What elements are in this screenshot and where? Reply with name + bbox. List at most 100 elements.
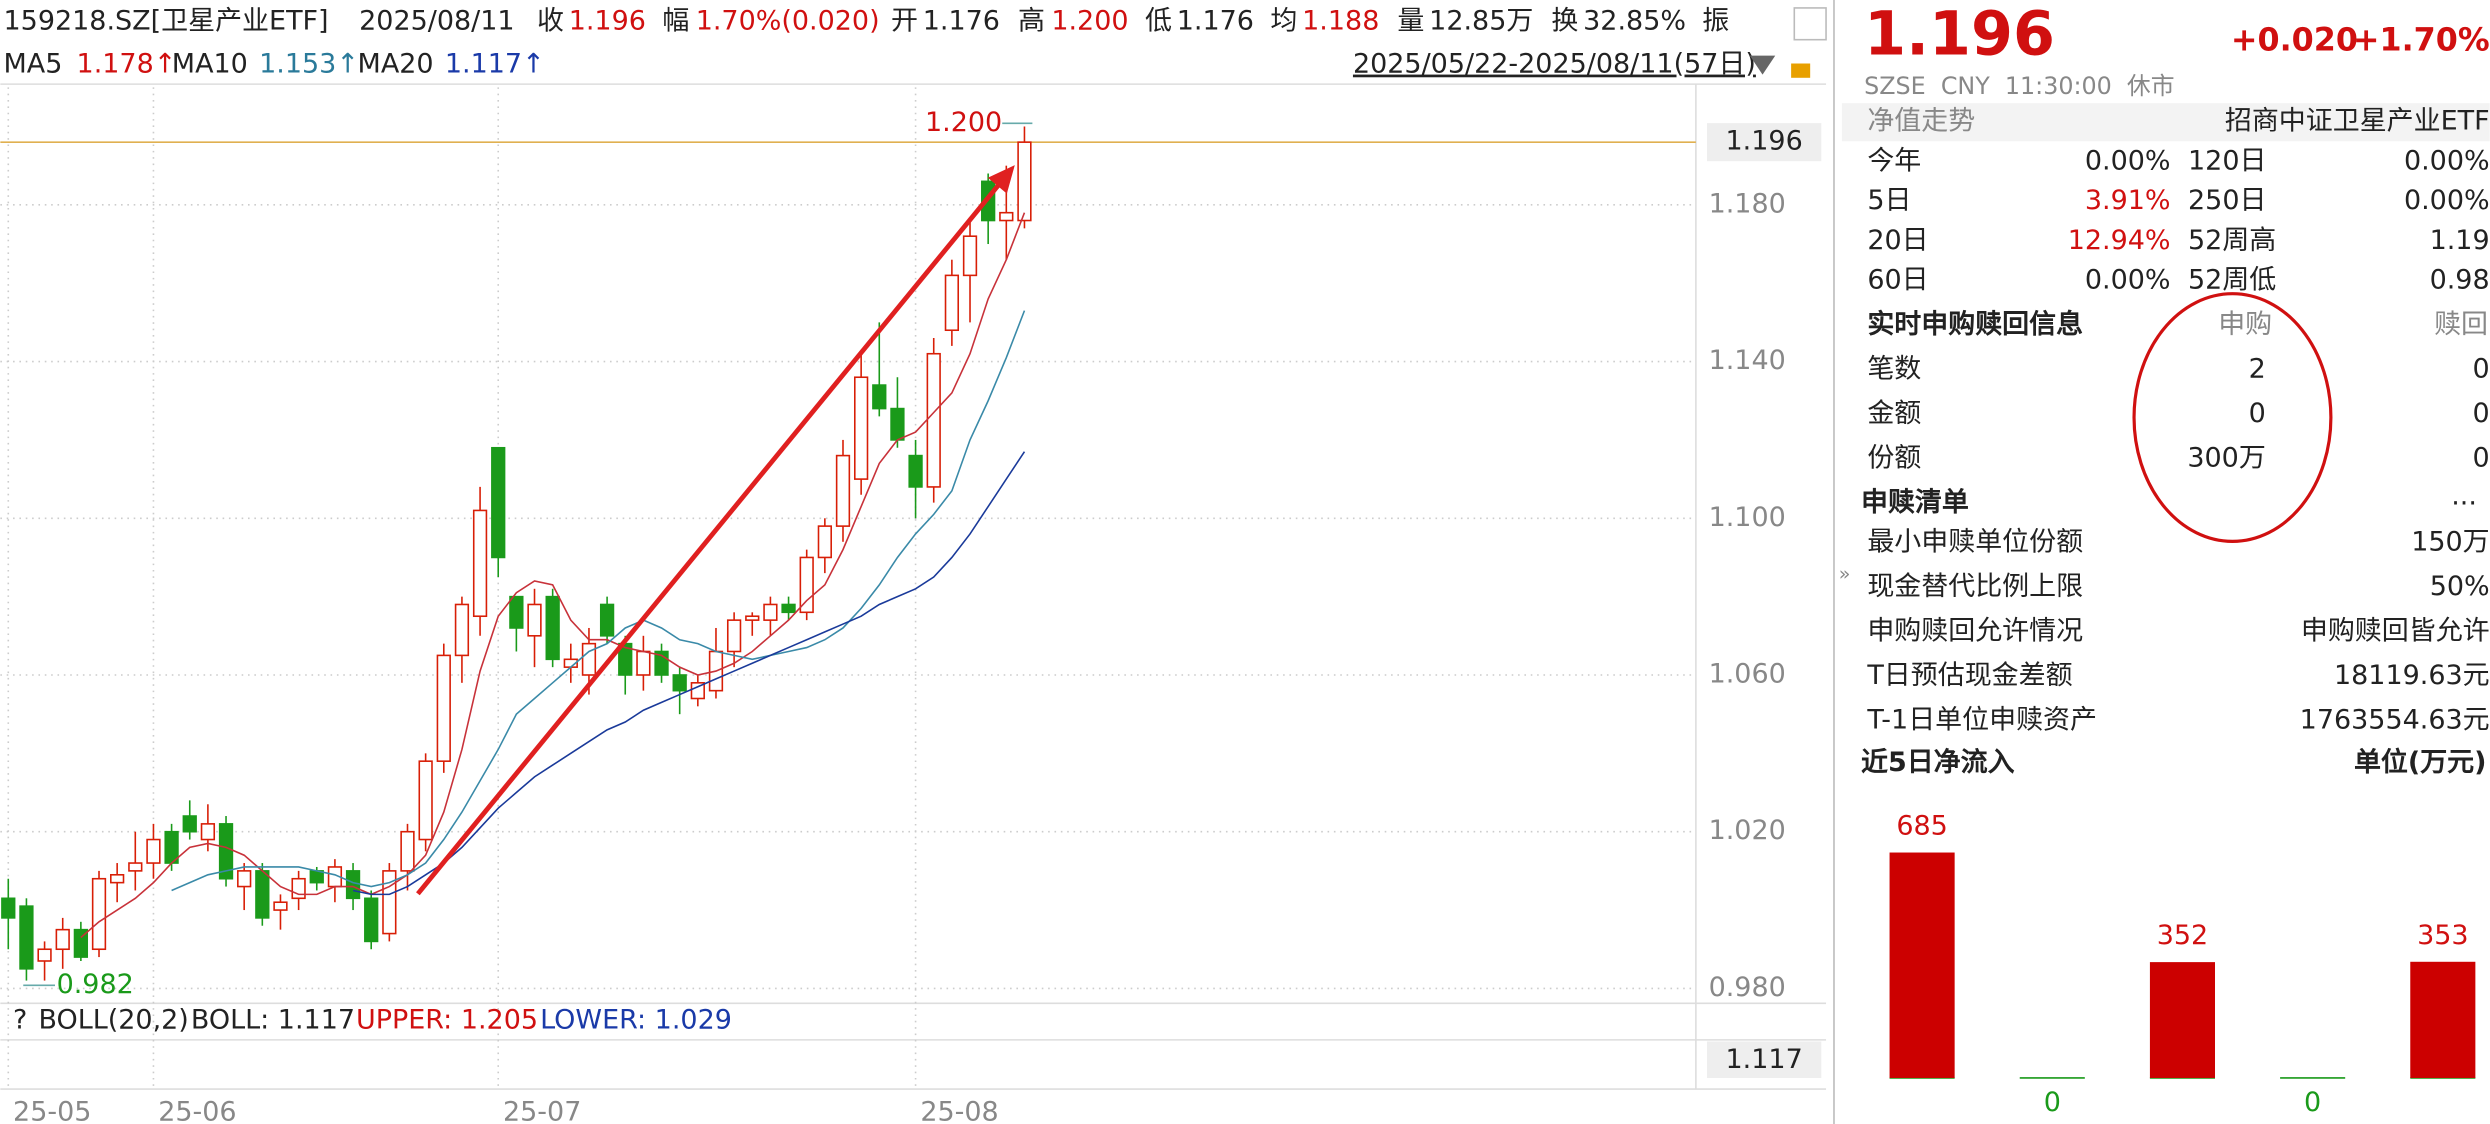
ma-line [80,212,1026,939]
candle-body [1,897,16,919]
return: 0.00% [2404,185,2490,216]
candle-body [581,642,597,676]
nav-title[interactable]: 净值走势 [1867,106,1975,137]
list-more[interactable]: ... [2451,480,2477,511]
candle-body [382,870,397,935]
period: 60日 [1867,265,1928,296]
bar-title: 近5日净流入 [1861,747,2015,778]
y-tick-label: 0.980 [1709,972,1786,1003]
sub-label: 笔数 [1867,353,1921,384]
price: 1.196 [1864,0,2055,70]
candle-body [999,211,1014,222]
ma-line [171,310,1026,892]
list-label: 申购赎回允许情况 [1867,615,2083,646]
return: 0.00% [2085,145,2171,176]
date-range[interactable]: 2025/05/22-2025/08/11(57日) [1353,49,1756,80]
candle-body [436,654,451,762]
date: 2025/08/11 [359,6,514,37]
price-tag [1706,123,1822,162]
high-label: 1.200 [925,107,1002,138]
return: 3.91% [2085,185,2171,216]
ma-value: 1.153↑ [259,49,359,80]
period: 250日 [2188,185,2266,216]
field-value: 1.70%(0.020) [696,6,880,37]
candle-body [872,384,887,410]
sub-label: 金额 [1867,398,1921,429]
sub-label: 份额 [1867,442,1921,473]
sub-value: 0 [2472,398,2489,429]
candle-body [690,682,705,700]
field-label: 高 [1018,6,1045,37]
bar [1889,852,1955,1078]
list-value: 18119.63元 [2334,660,2490,691]
candle-body [726,619,742,653]
bar [2410,961,2476,1078]
boll-tag-text: 1.117 [1726,1044,1803,1075]
y-tick-label: 1.180 [1709,188,1786,219]
candle-body [509,595,524,629]
candle-body [908,454,923,488]
sub-value: 0 [2472,442,2489,473]
list-value: 150万 [2411,526,2489,557]
candle-body [472,509,488,618]
candle-body [763,603,778,621]
period: 今年 [1867,145,1921,176]
wp-icon[interactable] [1793,7,1827,41]
expand-icon[interactable]: » [1839,563,1851,585]
lock-icon[interactable] [1791,63,1811,78]
period: 52周低 [2188,265,2276,296]
candle-body [73,928,89,958]
candle-body [781,603,796,614]
sub-value: 2 [2249,353,2266,384]
ma-name: MA20 [358,49,434,80]
y-tick-label: 1.100 [1709,502,1786,533]
y-tick-label: 1.020 [1709,815,1786,846]
field-label: 均 [1270,6,1297,37]
candle-body [110,874,125,884]
field-label: 收 [537,6,564,37]
header: 159218.SZ[卫星产业ETF] 2025/08/11 收 1.196 幅 … [4,6,1827,80]
candle-body [255,870,270,919]
field-label: 振 [1702,6,1729,37]
field-value: 1.176 [923,6,1000,37]
sub-col: 申购 [2218,309,2272,340]
candle-body [146,838,161,864]
bar-label: 352 [2157,920,2208,951]
candle-body [853,376,869,480]
candle-body [454,603,470,657]
candle-body [237,870,252,888]
candle-body [926,352,941,488]
status: SZSE CNY 11:30:00 休市 [1864,72,2174,100]
candle-body [672,674,687,692]
field-label: 开 [891,6,918,37]
dropdown-icon[interactable] [1749,55,1776,75]
field-value: 1.176 [1177,6,1254,37]
list-label: T日预估现金差额 [1866,660,2072,691]
candle-body [37,948,52,962]
field-value: 32.85% [1583,6,1686,37]
nav-name: 招商中证卫星产业ETF [2225,106,2490,137]
boll-mid: BOLL: 1.117 [191,1004,355,1035]
boll-help[interactable]: ? [13,1004,27,1035]
sub-value: 300万 [2187,442,2265,473]
return: 0.00% [2085,265,2171,296]
sub-value: 0 [2249,398,2266,429]
candle-body [364,897,379,943]
list-label: T-1日单位申赎资产 [1866,704,2097,735]
y-tick-label: 1.060 [1709,658,1786,689]
code: 159218.SZ[卫星产业ETF] [4,6,329,37]
candle-body [636,650,651,676]
nav-header [1841,103,2490,142]
candle-body [527,603,542,637]
candle-body [182,815,197,833]
field-label: 低 [1145,6,1172,37]
list-value: 申购赎回皆允许 [2301,615,2490,646]
list-value: 1763554.63元 [2300,704,2490,735]
x-tick-label: 25-06 [158,1096,236,1124]
list-label: 最小申赎单位份额 [1867,526,2083,557]
candle-body [291,877,306,900]
ma-line [352,451,1026,896]
list-title: 申赎清单 [1861,487,1969,518]
